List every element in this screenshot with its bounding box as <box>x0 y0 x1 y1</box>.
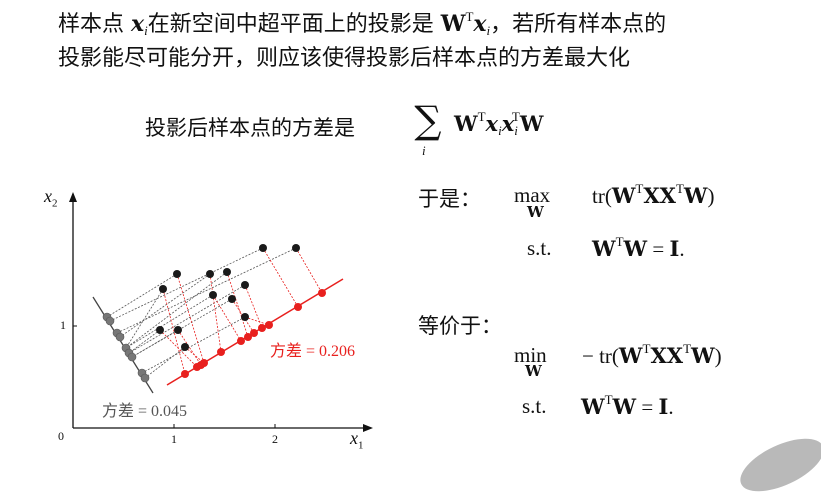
intro-line-1: 样本点 xi在新空间中超平面上的投影是 WTxi，若所有样本点的 <box>58 9 666 40</box>
gray-projection-axis <box>92 296 154 394</box>
math-W: W <box>454 111 478 136</box>
min-constraint-label: s.t. <box>522 394 547 418</box>
math-transpose: T <box>675 181 684 196</box>
text: x <box>44 186 52 206</box>
math-transpose: T <box>604 392 613 407</box>
math-W: W <box>618 343 643 368</box>
math-XX: XX <box>643 183 676 208</box>
y-tick-1: 1 <box>60 318 66 332</box>
math-sub: i <box>486 23 491 38</box>
text: = <box>636 395 659 419</box>
sub: 2 <box>52 197 58 210</box>
variance-expression: WTxixiTW <box>454 109 544 138</box>
text: 样本点 <box>58 12 131 37</box>
math-W: W <box>592 236 616 261</box>
text: ，若所有样本点的 <box>490 12 667 37</box>
math-XX: XX <box>650 343 684 368</box>
math-W: W <box>581 394 605 419</box>
min-label: 等价于： <box>418 314 502 338</box>
x-tick-1: 1 <box>171 432 177 446</box>
min-constraint: WTW = I. <box>581 392 674 420</box>
text: tr( <box>592 184 612 208</box>
math-transpose: T <box>465 9 474 24</box>
max-constraint-label: s.t. <box>527 236 552 260</box>
math-W: W <box>611 183 636 208</box>
text: x <box>350 428 358 448</box>
math-transpose: T <box>642 341 651 356</box>
text: ) <box>714 344 722 368</box>
math-x: x <box>501 111 515 136</box>
x-axis-label: x1 <box>350 428 364 452</box>
max-label: 于是： <box>418 187 481 211</box>
sum-index: i <box>422 143 426 158</box>
text: − tr( <box>582 344 619 368</box>
math-transpose: T <box>615 234 624 249</box>
y-axis-label: x2 <box>44 186 58 210</box>
text: . <box>668 395 674 419</box>
x-tick-2: 2 <box>272 432 278 446</box>
math-W: W <box>612 394 637 419</box>
math-sub: i <box>514 123 518 138</box>
text: = <box>647 237 670 261</box>
text: ) <box>707 184 715 208</box>
math-x: x <box>485 111 499 136</box>
text: . <box>679 237 685 261</box>
max-operator-sub: W <box>527 203 544 221</box>
variance-label: 投影后样本点的方差是 <box>145 116 355 140</box>
gray-projection-lines <box>106 247 297 379</box>
math-x: x <box>473 11 487 37</box>
math-W: W <box>519 111 544 136</box>
math-transpose: T <box>511 109 520 124</box>
gray-variance-label: 方差 = 0.045 <box>102 403 188 420</box>
math-transpose: T <box>635 181 644 196</box>
axes <box>69 192 373 432</box>
min-operator-sub: W <box>525 362 542 380</box>
max-operator: max <box>514 183 551 207</box>
sample-points <box>156 244 300 351</box>
math-I: I <box>658 394 669 419</box>
intro-line-2: 投影能尽可能分开，则应该使得投影后样本点的方差最大化 <box>58 46 631 71</box>
max-objective: tr(WTXXTW) <box>592 181 715 209</box>
sum-symbol: ∑ <box>414 98 442 142</box>
min-operator: min <box>514 343 547 367</box>
sub: 1 <box>358 439 364 452</box>
red-projection-axis <box>166 278 344 386</box>
origin-label: 0 <box>58 429 64 443</box>
math-transpose: T <box>683 341 692 356</box>
math-W: W <box>440 11 466 37</box>
math-x: x <box>131 11 145 37</box>
math-W: W <box>683 183 708 208</box>
red-variance-label: 方差 = 0.206 <box>270 343 356 360</box>
min-objective: − tr(WTXXTW) <box>582 341 722 369</box>
text: 在新空间中超平面上的投影是 <box>147 12 441 37</box>
math-transpose: T <box>477 109 486 124</box>
max-constraint: WTW = I. <box>592 234 685 262</box>
projection-diagram <box>69 192 373 432</box>
math-W: W <box>691 343 715 368</box>
math-I: I <box>669 236 680 261</box>
red-projection-lines <box>159 247 323 375</box>
math-sub: i <box>498 123 502 138</box>
math-sub: i <box>144 23 148 38</box>
math-W: W <box>623 236 648 261</box>
